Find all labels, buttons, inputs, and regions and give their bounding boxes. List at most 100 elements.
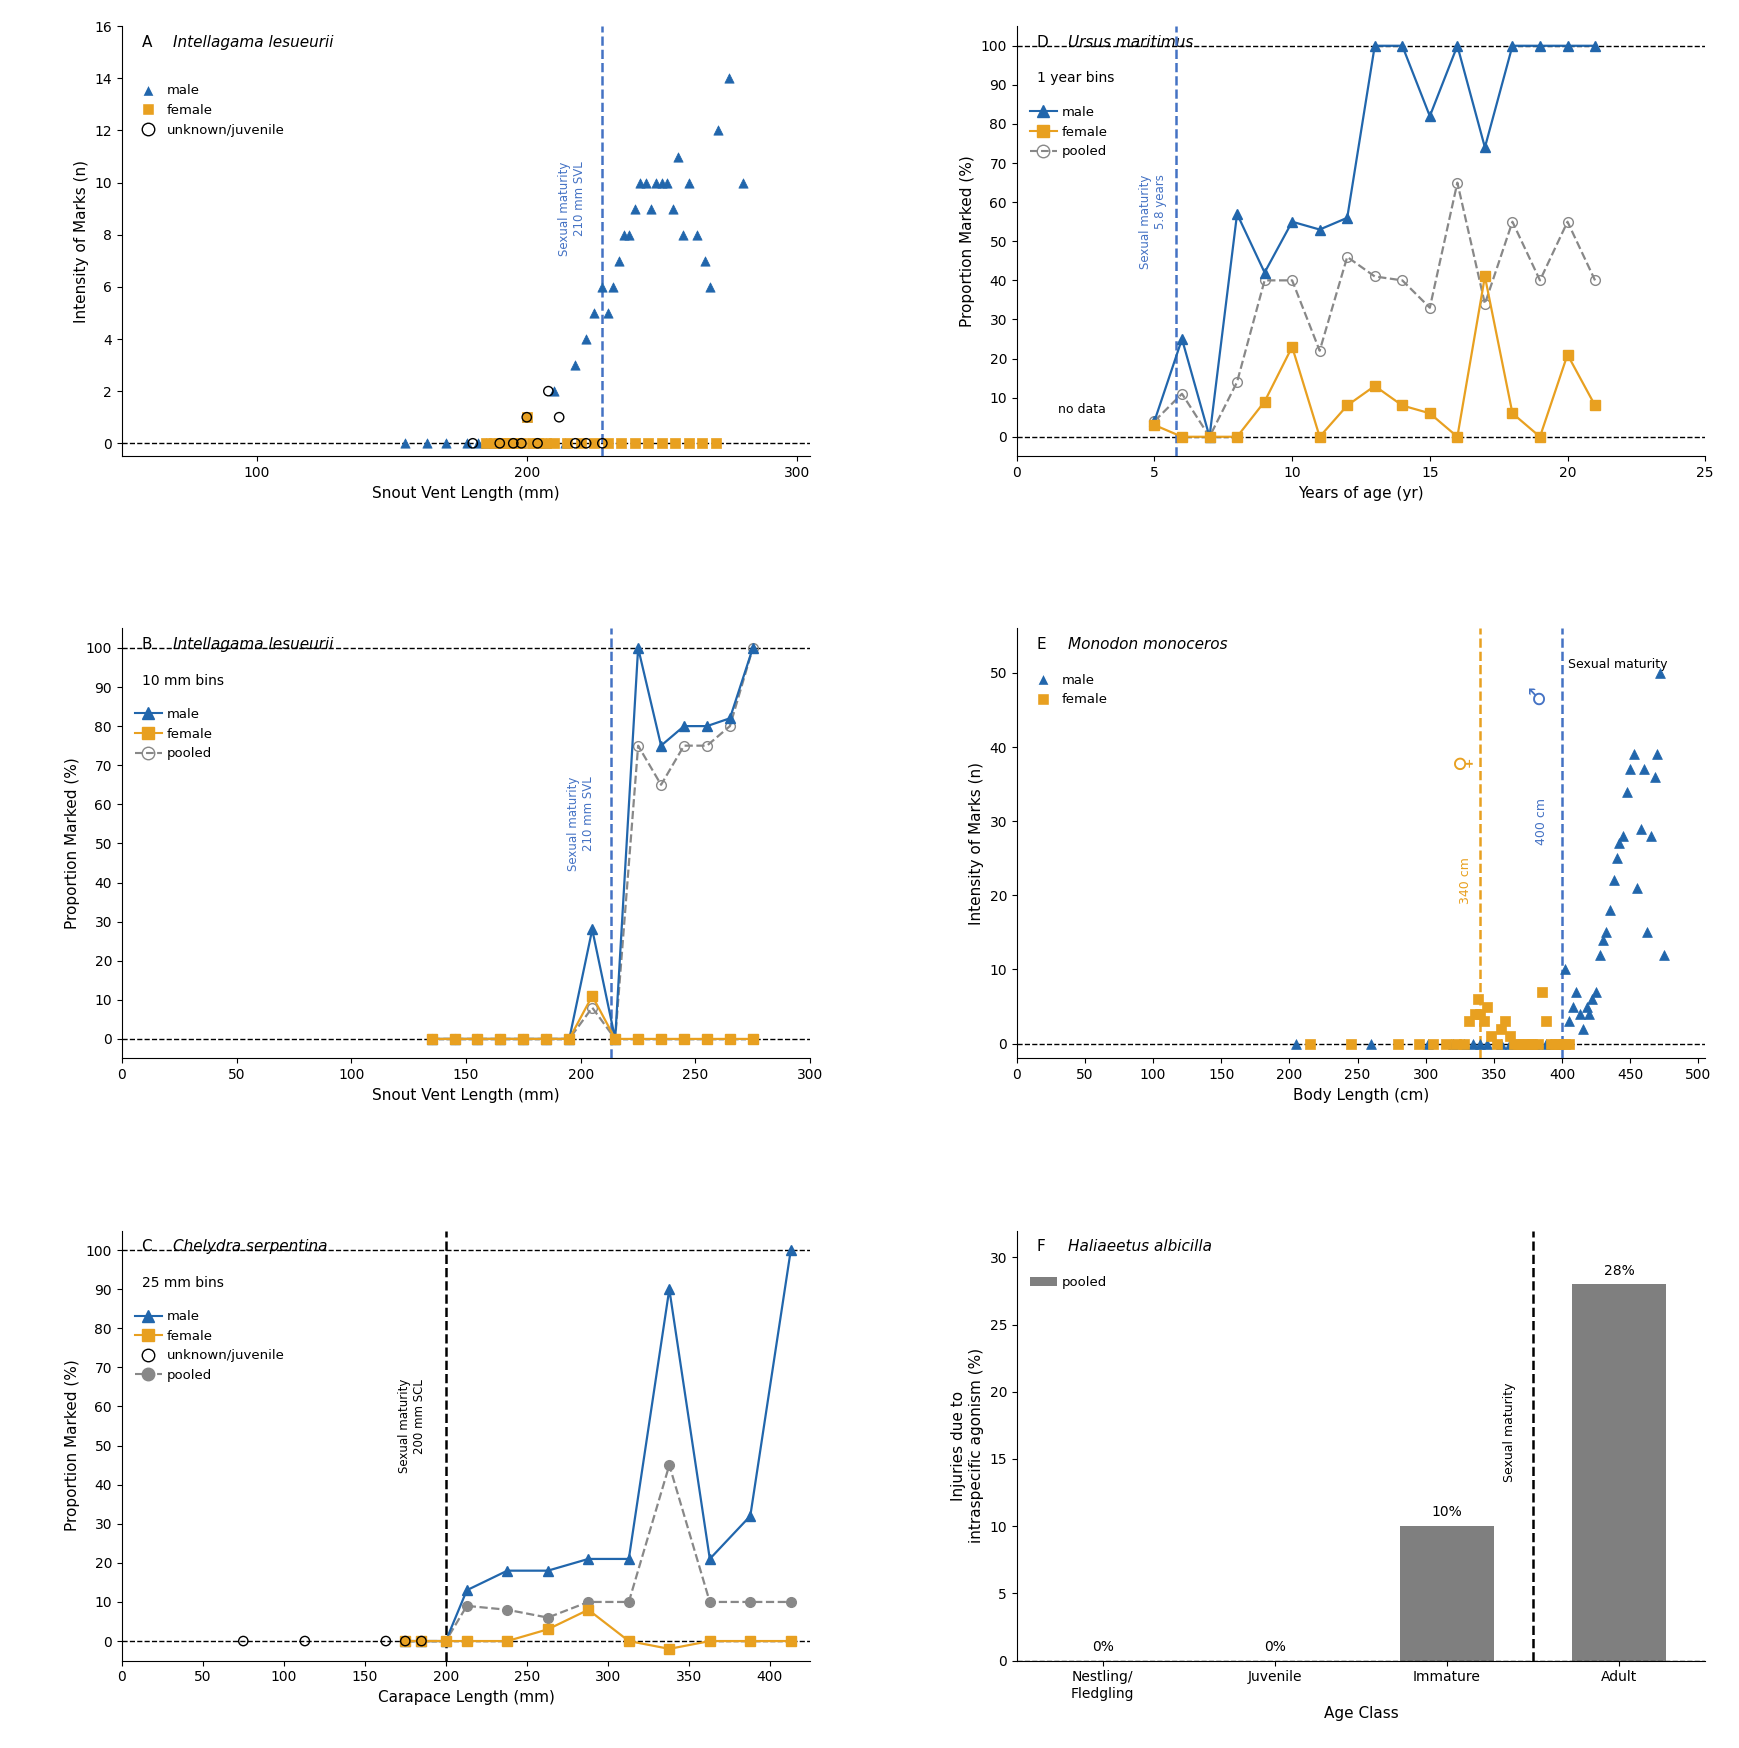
Point [1591, 918, 1619, 946]
Point [588, 273, 616, 301]
Point [1595, 897, 1622, 925]
Text: Chelydra serpentina: Chelydra serpentina [174, 1239, 327, 1253]
Point [391, 430, 419, 458]
Point [1544, 1030, 1572, 1058]
Point [1473, 993, 1501, 1021]
Text: C: C [143, 1239, 163, 1253]
Point [626, 168, 654, 196]
Point [372, 1627, 400, 1655]
Point [1496, 1023, 1523, 1051]
Point [464, 430, 492, 458]
Text: 400 cm: 400 cm [1534, 797, 1548, 844]
Point [621, 194, 649, 222]
Point [581, 299, 609, 327]
Point [544, 404, 572, 432]
Text: F: F [1036, 1239, 1056, 1253]
Text: no data: no data [1057, 404, 1106, 416]
Point [1536, 1030, 1563, 1058]
Text: 10%: 10% [1431, 1505, 1461, 1519]
Point [616, 220, 643, 248]
Text: 1 year bins: 1 year bins [1036, 72, 1115, 86]
Point [682, 220, 710, 248]
Text: Haliaeetus albicilla: Haliaeetus albicilla [1068, 1239, 1212, 1253]
Point [1496, 1030, 1523, 1058]
X-axis label: Body Length (cm): Body Length (cm) [1292, 1087, 1428, 1103]
Point [1504, 1030, 1532, 1058]
Point [523, 430, 551, 458]
Point [1523, 1030, 1551, 1058]
Point [1336, 1030, 1363, 1058]
Point [1605, 830, 1633, 858]
Text: Monodon monoceros: Monodon monoceros [1068, 636, 1228, 652]
Point [1384, 1030, 1412, 1058]
Point [1558, 993, 1586, 1021]
Point [496, 430, 523, 458]
Text: 10 mm bins: 10 mm bins [143, 673, 224, 687]
Point [471, 430, 499, 458]
Point [490, 430, 518, 458]
Text: Sexual maturity
210 mm SVL: Sexual maturity 210 mm SVL [558, 161, 586, 255]
Point [1581, 977, 1609, 1005]
Point [593, 430, 621, 458]
Point [1549, 1030, 1577, 1058]
Point [696, 273, 723, 301]
Point [1541, 1030, 1569, 1058]
Point [539, 378, 567, 406]
Text: Sexual maturity: Sexual maturity [1567, 657, 1666, 671]
Point [1541, 1030, 1569, 1058]
Point [290, 1627, 318, 1655]
Text: 25 mm bins: 25 mm bins [143, 1276, 224, 1290]
Point [1631, 918, 1659, 946]
Point [1602, 844, 1629, 872]
Point [1588, 926, 1616, 954]
Point [1449, 1030, 1476, 1058]
Text: Sexual maturity: Sexual maturity [1502, 1383, 1515, 1482]
Text: 0%: 0% [1263, 1640, 1285, 1654]
Point [1454, 1007, 1482, 1035]
Point [572, 325, 600, 353]
Point [480, 430, 508, 458]
Point [1619, 741, 1647, 769]
Point [635, 430, 663, 458]
Point [1600, 867, 1628, 895]
Point [593, 299, 621, 327]
Y-axis label: Proportion Marked (%): Proportion Marked (%) [64, 1360, 80, 1531]
Point [1612, 778, 1640, 806]
Point [230, 1627, 257, 1655]
Point [454, 430, 482, 458]
Text: Sexual maturity
210 mm SVL: Sexual maturity 210 mm SVL [567, 776, 595, 871]
Point [715, 65, 743, 93]
Point [1626, 815, 1654, 843]
Point [1356, 1030, 1384, 1058]
Point [1476, 1023, 1504, 1051]
Point [1449, 1030, 1476, 1058]
Text: D: D [1036, 35, 1059, 51]
Point [1544, 1030, 1572, 1058]
Point [581, 430, 609, 458]
Point [1616, 755, 1643, 783]
Point [503, 430, 530, 458]
Point [562, 430, 590, 458]
Point [1414, 1030, 1442, 1058]
X-axis label: Years of age (yr): Years of age (yr) [1297, 486, 1423, 500]
Point [690, 246, 718, 274]
Point [729, 168, 756, 196]
Point [513, 404, 541, 432]
Point [603, 246, 631, 274]
Point [496, 430, 523, 458]
Legend: male, female, unknown/juvenile, pooled: male, female, unknown/juvenile, pooled [136, 1311, 285, 1383]
Point [1565, 1000, 1593, 1028]
Point [1466, 1030, 1494, 1058]
Text: A: A [143, 35, 162, 51]
Text: E: E [1036, 636, 1056, 652]
Point [659, 194, 687, 222]
Point [485, 430, 513, 458]
Point [610, 220, 638, 248]
Point [1417, 1030, 1445, 1058]
Point [1509, 1030, 1537, 1058]
Legend: male, female, unknown/juvenile: male, female, unknown/juvenile [136, 84, 285, 136]
Point [1629, 755, 1657, 783]
Point [1572, 993, 1600, 1021]
Point [1490, 1007, 1518, 1035]
Point [412, 430, 440, 458]
